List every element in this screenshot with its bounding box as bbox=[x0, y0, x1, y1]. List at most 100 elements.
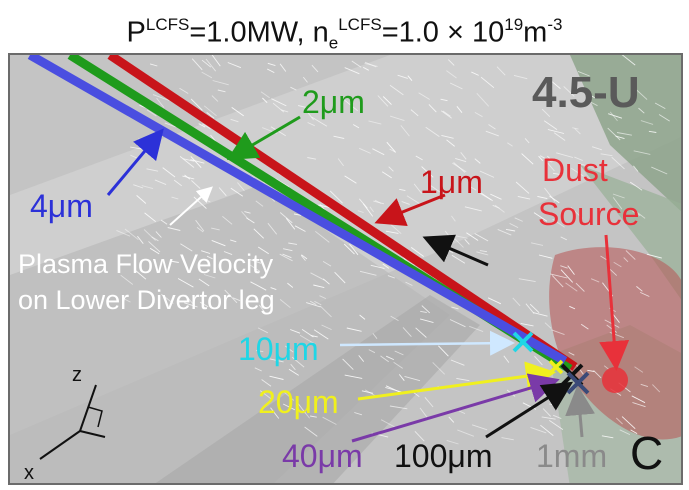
flow-vector bbox=[120, 274, 134, 285]
flow-vector bbox=[386, 355, 394, 361]
flow-vector bbox=[272, 102, 285, 113]
flow-vector bbox=[247, 263, 261, 272]
divertor-tile-slab bbox=[155, 295, 480, 483]
flow-vector bbox=[380, 355, 389, 363]
flow-vector bbox=[635, 89, 648, 100]
flow-vector bbox=[191, 58, 203, 71]
title-n-subscript: e bbox=[328, 33, 339, 53]
flow-vector bbox=[419, 318, 434, 324]
flow-vector bbox=[563, 86, 575, 97]
flow-vector bbox=[382, 263, 390, 269]
flow-vector bbox=[372, 148, 385, 156]
flow-vector bbox=[503, 355, 510, 363]
flow-vector bbox=[319, 295, 327, 300]
flow-vector bbox=[552, 172, 561, 176]
flow-vector bbox=[485, 130, 499, 137]
flow-vector bbox=[619, 429, 631, 436]
flow-vector bbox=[282, 253, 292, 259]
flow-vector bbox=[266, 68, 275, 74]
flow-vector bbox=[574, 156, 583, 161]
flow-vector bbox=[389, 84, 404, 96]
flow-vector bbox=[538, 155, 544, 162]
flow-vector bbox=[283, 248, 293, 252]
marker-1mm bbox=[566, 371, 590, 395]
flow-vector bbox=[381, 171, 392, 179]
flow-vector bbox=[389, 115, 405, 122]
flow-vector bbox=[146, 109, 157, 117]
flow-vector bbox=[301, 329, 314, 338]
flow-vector bbox=[507, 142, 513, 147]
flow-vector bbox=[457, 429, 475, 437]
flow-vector bbox=[438, 345, 449, 357]
axis-triad bbox=[39, 384, 106, 460]
flow-vector bbox=[652, 384, 661, 393]
flow-vector bbox=[184, 302, 198, 308]
flow-vector bbox=[402, 327, 412, 338]
flow-vector bbox=[206, 112, 215, 119]
flow-vector bbox=[124, 228, 139, 241]
flow-vector bbox=[541, 108, 551, 118]
flow-vector bbox=[539, 155, 553, 163]
flow-vector bbox=[358, 355, 365, 362]
flow-vector bbox=[514, 217, 523, 222]
flow-vector bbox=[608, 113, 623, 119]
flow-vector bbox=[633, 150, 651, 155]
flow-vector bbox=[164, 122, 177, 128]
flow-vector bbox=[301, 254, 308, 260]
flow-vector bbox=[311, 116, 328, 127]
flow-vector bbox=[177, 278, 194, 288]
flow-vector bbox=[212, 80, 229, 86]
flow-vector bbox=[393, 361, 403, 369]
flow-vector bbox=[634, 366, 644, 373]
flow-vector bbox=[513, 74, 528, 80]
flow-vector bbox=[533, 312, 548, 317]
flow-vector bbox=[560, 236, 567, 241]
flow-vector bbox=[425, 126, 440, 137]
flow-vector bbox=[285, 217, 296, 230]
flow-vector bbox=[253, 228, 265, 239]
label-4um: 4μm bbox=[30, 188, 93, 224]
flow-vector bbox=[415, 327, 427, 338]
flow-vector bbox=[302, 76, 308, 83]
flow-vector bbox=[171, 196, 179, 200]
flow-vector bbox=[282, 403, 296, 411]
flow-vector bbox=[623, 257, 629, 263]
label-1mm: 1mm bbox=[536, 438, 607, 474]
arrow-1mm bbox=[565, 385, 596, 438]
flow-vector bbox=[631, 395, 646, 404]
flow-vector bbox=[567, 265, 575, 275]
flow-vector bbox=[346, 327, 362, 332]
flow-vector bbox=[314, 300, 322, 306]
flow-vector bbox=[490, 193, 502, 200]
flow-vector bbox=[593, 370, 602, 379]
flow-vector bbox=[351, 60, 362, 68]
flow-vector bbox=[290, 363, 296, 371]
flow-vector bbox=[344, 67, 360, 75]
flow-vector bbox=[474, 158, 481, 164]
flow-vector bbox=[632, 402, 646, 408]
flow-vector bbox=[386, 141, 397, 153]
flow-vector bbox=[520, 322, 534, 327]
flow-vector bbox=[525, 303, 535, 314]
label-1um: 1μm bbox=[420, 164, 483, 200]
flow-vector bbox=[550, 273, 568, 279]
flow-vector bbox=[146, 168, 159, 172]
flow-vector bbox=[269, 358, 284, 363]
flow-vector bbox=[487, 297, 502, 305]
flow-vector bbox=[580, 323, 589, 330]
flow-vector bbox=[259, 390, 273, 400]
flow-vector bbox=[280, 109, 289, 113]
flow-vector bbox=[224, 289, 238, 304]
flow-vector bbox=[283, 391, 295, 401]
flow-vector bbox=[167, 227, 181, 231]
flow-vector bbox=[415, 155, 423, 161]
flow-vector bbox=[344, 374, 363, 379]
flow-vector bbox=[257, 327, 269, 334]
flow-vector bbox=[352, 124, 360, 129]
flow-vector bbox=[648, 130, 657, 133]
flow-vector bbox=[310, 415, 317, 418]
flow-vector bbox=[344, 175, 357, 184]
flow-vector bbox=[479, 250, 487, 253]
flow-vector bbox=[404, 375, 421, 382]
flow-vector bbox=[575, 282, 585, 292]
